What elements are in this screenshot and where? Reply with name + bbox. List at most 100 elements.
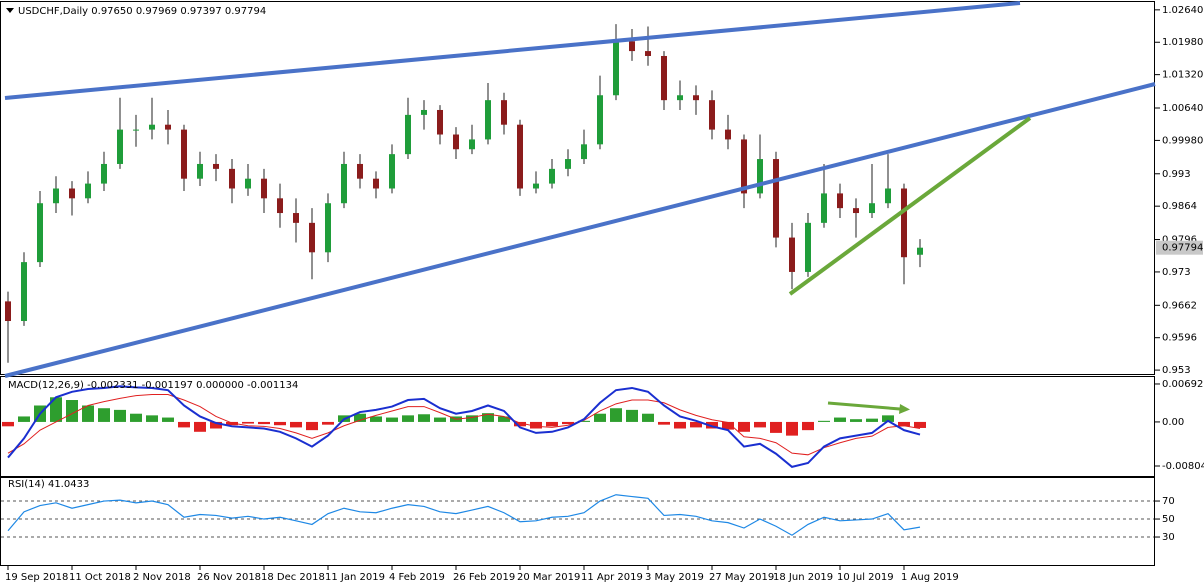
histogram-bar <box>898 421 910 427</box>
histogram-bar <box>306 421 318 431</box>
x-tick-label: 11 Apr 2019 <box>581 572 643 583</box>
candle-body <box>133 129 139 131</box>
candle-body <box>405 114 411 155</box>
candle-body <box>149 124 155 130</box>
menu-icon <box>6 8 14 13</box>
histogram-bar <box>466 415 478 422</box>
rsi-title: RSI(14) 41.0433 <box>8 479 89 490</box>
histogram-bar <box>226 421 238 426</box>
x-tick-label: 26 Feb 2019 <box>453 572 515 583</box>
y-tick-label: 0.006927 <box>1162 379 1204 390</box>
histogram-bar <box>914 421 926 428</box>
candle-body <box>517 124 523 189</box>
arrow-head <box>899 404 910 414</box>
histogram-bar <box>322 421 334 425</box>
candle-body <box>789 237 795 272</box>
x-tick-label: 27 May 2019 <box>709 572 774 583</box>
histogram-bar <box>722 421 734 430</box>
trend-line <box>4 82 1156 378</box>
candle-body <box>53 188 59 204</box>
y-tick-label: 1.01320 <box>1162 70 1203 81</box>
y-tick-label: 1.02640 <box>1162 5 1203 16</box>
histogram-bar <box>882 415 894 422</box>
histogram-bar <box>258 421 270 425</box>
histogram-bar <box>674 421 686 429</box>
candle-body <box>485 100 491 140</box>
x-tick-label: 18 Dec 2018 <box>261 572 325 583</box>
y-tick-label: 50 <box>1162 514 1175 525</box>
candle-body <box>229 168 235 189</box>
y-tick-label: 70 <box>1162 496 1175 507</box>
candle-body <box>165 124 171 130</box>
candle-body <box>421 109 427 115</box>
candle-body <box>613 41 619 96</box>
histogram-bar <box>386 417 398 422</box>
candle-body <box>773 159 779 238</box>
histogram-bar <box>594 413 606 422</box>
x-tick-label: 4 Feb 2019 <box>389 572 445 583</box>
candle-body <box>197 163 203 179</box>
candle-body <box>853 208 859 214</box>
candle-body <box>37 203 43 263</box>
candle-body <box>917 247 923 255</box>
candle-body <box>213 163 219 169</box>
candle-body <box>869 203 875 214</box>
x-tick-label: 20 Mar 2019 <box>517 572 580 583</box>
histogram-bar <box>658 421 670 425</box>
histogram-bar <box>802 421 814 431</box>
last-price-box <box>1156 240 1203 255</box>
candle-body <box>117 129 123 164</box>
histogram-bar <box>866 418 878 422</box>
candle-body <box>693 95 699 101</box>
candle-body <box>101 163 107 184</box>
histogram-bar <box>738 421 750 432</box>
histogram-bar <box>706 421 718 429</box>
histogram-bar <box>370 416 382 422</box>
x-tick-label: 10 Jul 2019 <box>837 572 894 583</box>
trend-line <box>4 1 1021 100</box>
candle-body <box>261 178 267 199</box>
candle-body <box>309 222 315 253</box>
candle-body <box>677 95 683 101</box>
histogram-bar <box>18 416 30 422</box>
candle-body <box>741 139 747 194</box>
histogram-bar <box>690 421 702 428</box>
histogram-bar <box>210 421 222 429</box>
candle-body <box>565 159 571 169</box>
y-tick-label: 0.00 <box>1162 417 1184 428</box>
histogram-bar <box>82 405 94 422</box>
price-panel <box>0 1 1155 375</box>
histogram-bar <box>162 417 174 422</box>
candle-body <box>629 41 635 52</box>
candle-body <box>341 163 347 204</box>
y-tick-label: 0.99980 <box>1162 135 1203 146</box>
candle-body <box>21 262 27 322</box>
trend-line <box>788 116 1032 296</box>
histogram-bar <box>402 415 414 422</box>
candle-body <box>5 301 11 322</box>
histogram-bar <box>50 397 62 422</box>
x-tick-label: 11 Jan 2019 <box>325 572 385 583</box>
histogram-bar <box>610 408 622 422</box>
histogram-bar <box>146 415 158 422</box>
y-tick-label: 0.9796 <box>1162 235 1197 246</box>
y-tick-label: 1.01980 <box>1162 37 1203 48</box>
candle-body <box>725 129 731 140</box>
candle-body <box>581 144 587 160</box>
candle-body <box>805 222 811 272</box>
histogram-bar <box>498 416 510 422</box>
candle-body <box>325 203 331 253</box>
histogram-bar <box>642 413 654 422</box>
histogram-bar <box>818 420 830 422</box>
x-tick-label: 11 Oct 2018 <box>69 572 131 583</box>
candle-body <box>597 95 603 145</box>
macd-line <box>7 385 921 468</box>
y-tick-label: -0.008042 <box>1162 461 1204 472</box>
candle-body <box>533 183 539 189</box>
histogram-bar <box>2 421 14 427</box>
candle-body <box>277 198 283 214</box>
histogram-bar <box>98 408 110 422</box>
signal-line <box>7 394 921 456</box>
histogram-bar <box>290 421 302 428</box>
histogram-bar <box>178 421 190 428</box>
